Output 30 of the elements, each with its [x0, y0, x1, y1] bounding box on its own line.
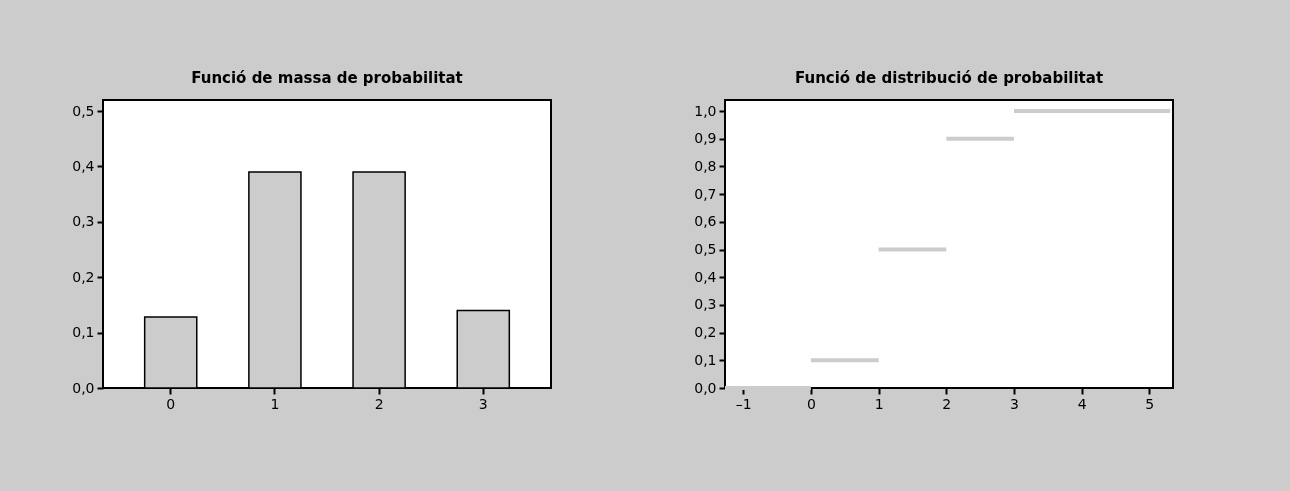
y-tick-label: 0,8	[694, 157, 717, 174]
x-tick-label: 1	[874, 395, 884, 412]
x-tick-label: 2	[942, 395, 952, 412]
y-tick-label: 0,4	[72, 157, 95, 174]
x-tick-label: 3	[478, 395, 488, 412]
y-tick-label: 0,4	[694, 268, 717, 285]
x-tick-label: 2	[374, 395, 384, 412]
x-tick-label: 1	[270, 395, 280, 412]
y-tick-label: 0,1	[694, 351, 717, 368]
y-tick-label: 0,5	[72, 102, 95, 119]
x-tick-label: 5	[1145, 395, 1155, 412]
y-tick-label: 0,1	[72, 324, 95, 341]
chart-title: Funció de distribució de probabilitat	[794, 69, 1104, 87]
x-tick-label: 0	[806, 395, 816, 412]
x-tick-label: –1	[735, 395, 752, 412]
chart-title: Funció de massa de probabilitat	[191, 69, 463, 87]
x-tick-label: 0	[166, 395, 176, 412]
y-tick-label: 1,0	[694, 102, 717, 119]
x-tick-label: 4	[1077, 395, 1087, 412]
y-tick-label: 0,3	[694, 296, 717, 313]
y-tick-label: 0,9	[694, 130, 717, 147]
x-tick-label: 3	[1010, 395, 1019, 412]
y-tick-label: 0,0	[72, 379, 95, 396]
y-tick-label: 0,5	[694, 241, 717, 258]
y-tick-label: 0,7	[694, 185, 717, 202]
y-tick-label: 0,0	[694, 379, 717, 396]
y-tick-label: 0,2	[694, 324, 717, 341]
y-tick-label: 0,3	[72, 213, 95, 230]
y-tick-label: 0,6	[694, 213, 717, 230]
y-tick-label: 0,2	[72, 268, 95, 285]
